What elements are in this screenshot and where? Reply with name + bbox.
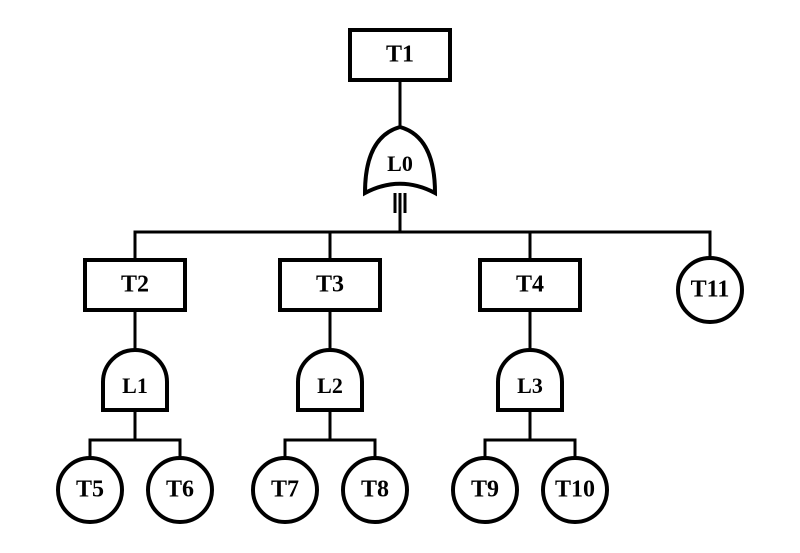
edge-L3-T10 <box>530 410 575 458</box>
and-gate-L3: L3 <box>498 350 562 410</box>
or-gate-L0: L0 <box>365 127 435 193</box>
label-T5: T5 <box>76 477 104 503</box>
edge-L1-T5 <box>90 410 135 458</box>
label-T9: T9 <box>471 477 499 503</box>
and-gate-L2: L2 <box>298 350 362 410</box>
event-T10: T10 <box>543 458 607 522</box>
event-T6: T6 <box>148 458 212 522</box>
label-T8: T8 <box>361 477 389 503</box>
label-T7: T7 <box>271 477 299 503</box>
edge-L0-T2 <box>135 193 400 260</box>
edge-L3-T9 <box>485 410 530 458</box>
label-L1: L1 <box>122 373 148 398</box>
fault-tree-diagram: T1 L0 T2 T3 T4 T11 L1 L2 L3 T5 T6 T7 T8 T9 T10 <box>0 0 800 553</box>
label-T4: T4 <box>516 272 544 298</box>
edge-L1-T6 <box>135 410 180 458</box>
event-T2: T2 <box>85 260 185 310</box>
event-T11: T11 <box>678 258 742 322</box>
edge-L2-T7 <box>285 410 330 458</box>
label-T6: T6 <box>166 477 194 503</box>
label-L3: L3 <box>517 373 543 398</box>
edge-L0-T4 <box>400 193 530 260</box>
label-T1: T1 <box>386 42 414 68</box>
label-T2: T2 <box>121 272 149 298</box>
event-T8: T8 <box>343 458 407 522</box>
event-T5: T5 <box>58 458 122 522</box>
label-T3: T3 <box>316 272 344 298</box>
event-T9: T9 <box>453 458 517 522</box>
label-L0: L0 <box>387 151 413 176</box>
and-gate-L1: L1 <box>103 350 167 410</box>
event-T3: T3 <box>280 260 380 310</box>
event-T4: T4 <box>480 260 580 310</box>
label-L2: L2 <box>317 373 343 398</box>
event-T7: T7 <box>253 458 317 522</box>
edge-L2-T8 <box>330 410 375 458</box>
label-T10: T10 <box>555 477 595 503</box>
event-T1: T1 <box>350 30 450 80</box>
edge-L0-T3 <box>330 193 400 260</box>
label-T11: T11 <box>691 277 730 303</box>
edge-L0-T11 <box>400 193 710 258</box>
